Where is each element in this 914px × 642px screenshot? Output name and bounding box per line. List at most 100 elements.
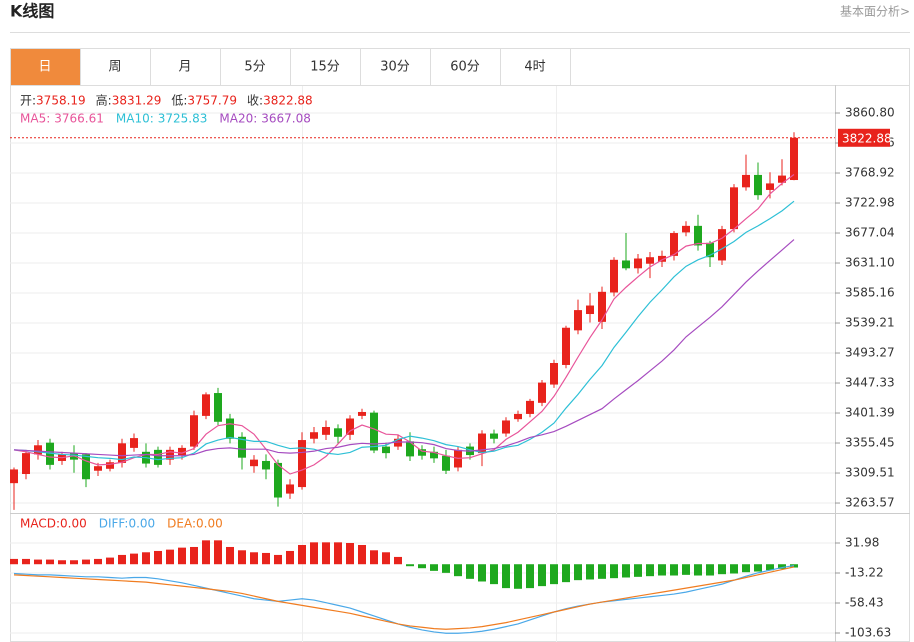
candle-body (790, 137, 798, 181)
macd-bar (322, 542, 330, 565)
candle-body (118, 443, 126, 463)
macd-bar (166, 549, 174, 565)
macd-bar (274, 554, 282, 565)
candle-body (538, 382, 546, 403)
macd-bar (118, 554, 126, 565)
y-tick-label: 3631.10 (845, 256, 895, 270)
macd-bar (514, 564, 522, 589)
macd-bar (490, 564, 498, 585)
macd-bar (550, 564, 558, 585)
macd-bar (574, 564, 582, 581)
candle-body (394, 438, 402, 447)
y-tick-label: 3585.16 (845, 286, 895, 300)
y-tick-label: 31.98 (845, 536, 879, 550)
candle-body (94, 466, 102, 471)
y-tick-label: 3493.27 (845, 346, 895, 360)
y-tick-label: -58.43 (845, 596, 884, 610)
y-tick-label: -103.63 (845, 625, 891, 639)
y-tick-label: 3309.51 (845, 466, 895, 480)
tab[interactable] (430, 48, 501, 86)
tab-label[interactable]: 60分 (450, 60, 480, 75)
macd-legend-name: DEA: (167, 517, 196, 531)
macd-bar (562, 564, 570, 583)
candle-body (598, 291, 606, 322)
tab-label[interactable]: 30分 (380, 60, 410, 75)
candle-body (718, 229, 726, 261)
macd-legend-name: MACD: (20, 517, 60, 531)
macd-bar (406, 564, 414, 567)
macd-bar (262, 552, 270, 565)
candle-body (46, 442, 54, 465)
macd-bar (346, 542, 354, 565)
macd-bar (310, 542, 318, 565)
ma-legend-value: 3725.83 (158, 112, 208, 126)
tab[interactable] (290, 48, 361, 86)
tab-label[interactable]: 周 (108, 60, 121, 75)
y-tick-label: 3539.21 (845, 316, 895, 330)
y-tick-label: 3860.80 (845, 106, 895, 120)
tab-label[interactable]: 日 (38, 60, 51, 75)
candle-body (346, 418, 354, 435)
macd-bar (286, 550, 294, 565)
tab[interactable] (10, 48, 81, 86)
macd-legend-value: 0.00 (128, 517, 155, 531)
candle-body (322, 426, 330, 435)
ohlc-label: 收: (247, 94, 263, 108)
macd-bar (70, 560, 78, 565)
macd-bar (646, 564, 654, 577)
analysis-link[interactable]: 基本面分析> (840, 5, 910, 19)
candle-body (406, 441, 414, 457)
macd-legend-value: 0.00 (196, 517, 223, 531)
candle-body (238, 436, 246, 458)
candle-body (298, 440, 306, 488)
candle-body (166, 449, 174, 460)
tab[interactable] (500, 48, 571, 86)
candle-body (490, 433, 498, 439)
macd-bar (742, 564, 750, 573)
ohlc-label: 高: (96, 93, 112, 108)
candle-body (610, 259, 618, 293)
tab[interactable] (150, 48, 221, 86)
candle-body (190, 415, 198, 447)
candle-body (250, 459, 258, 467)
candle-body (502, 420, 510, 434)
candle-body (382, 446, 390, 454)
tab-label[interactable]: 4时 (524, 60, 545, 75)
macd-bar (358, 544, 366, 565)
macd-bar (622, 564, 630, 578)
y-tick-label: 3722.98 (845, 196, 895, 210)
macd-bar (670, 564, 678, 576)
candle-body (82, 454, 90, 480)
macd-bar (598, 564, 606, 579)
y-tick-label: -13.22 (845, 566, 884, 580)
ohlc-label: 低: (171, 94, 187, 108)
candle-body (730, 187, 738, 230)
tab-label[interactable]: 月 (178, 60, 191, 75)
candle-body (670, 233, 678, 256)
ma-legend-value: 3766.61 (54, 112, 104, 126)
candle-body (442, 455, 450, 471)
macd-bar (334, 542, 342, 565)
macd-bar (190, 546, 198, 565)
macd-bar (682, 564, 690, 575)
y-tick-label: 3401.39 (845, 406, 895, 420)
macd-bar (478, 564, 486, 582)
candle-body (418, 449, 426, 456)
tab[interactable] (220, 48, 291, 86)
tab-label[interactable]: 15分 (310, 60, 340, 75)
candle-body (514, 413, 522, 420)
candle-body (226, 418, 234, 439)
macd-bar (130, 553, 138, 565)
y-tick-label: 3677.04 (845, 226, 895, 240)
ohlc-value: 3822.88 (263, 94, 313, 108)
ma-line (13, 174, 795, 475)
candle-body (526, 400, 534, 414)
macd-bar (610, 564, 618, 579)
tab-label[interactable]: 5分 (244, 60, 265, 75)
candle-body (214, 393, 222, 422)
macd-bar (538, 564, 546, 587)
tab[interactable] (80, 48, 151, 86)
page-title: K线图 (10, 2, 54, 21)
macd-bar (142, 552, 150, 565)
